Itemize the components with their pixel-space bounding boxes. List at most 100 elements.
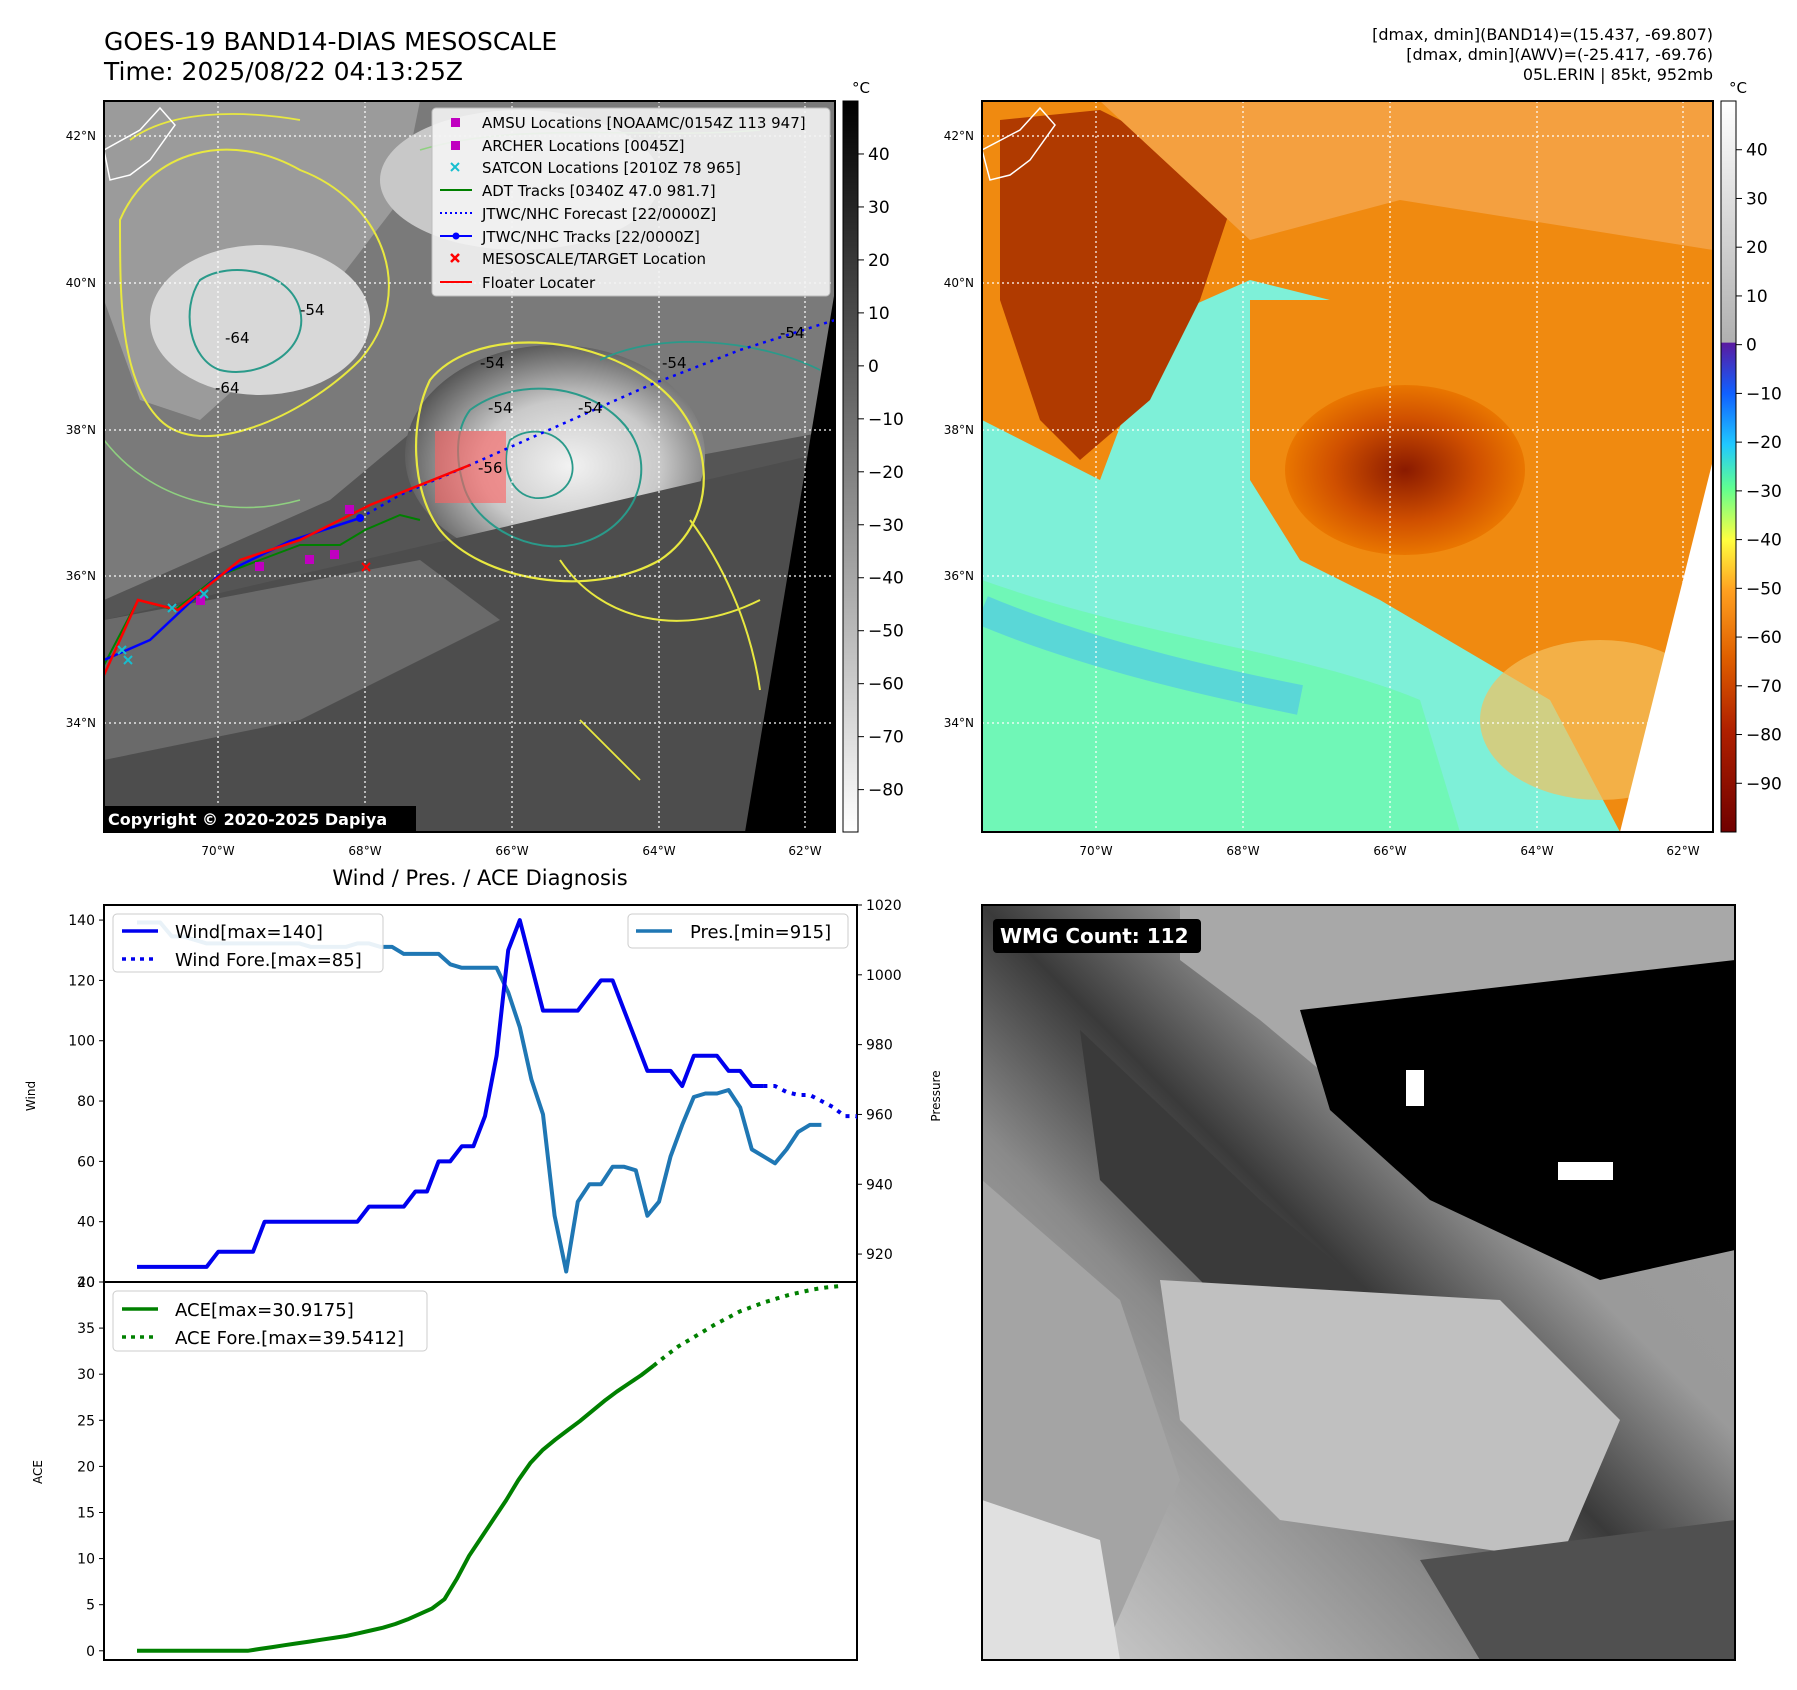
pressure-axis-label: Pressure: [929, 1070, 943, 1121]
colorbar-tick-label: 30: [868, 198, 890, 218]
colorbar-tick-label: −90: [1746, 774, 1782, 794]
ir-map-panel: -54 -64 -64 -54 -54 -54 -54 -56 -54 42°N…: [66, 100, 836, 858]
ace-tick-label: 0: [86, 1644, 95, 1660]
colorbar-tick-label: −60: [1746, 628, 1782, 648]
svg-text:42°N: 42°N: [66, 129, 96, 143]
colorbar-tick-label: −80: [868, 781, 904, 801]
pressure-tick-label: 1000: [866, 968, 902, 984]
svg-text:38°N: 38°N: [944, 423, 974, 437]
colorbar-tick-label: 10: [868, 304, 890, 324]
ace-tick-label: 40: [77, 1275, 95, 1291]
wind-tick-label: 40: [77, 1215, 95, 1231]
colorbar-tick-label: −60: [868, 675, 904, 695]
ir-lat-labels: 42°N 40°N 38°N 36°N 34°N: [66, 129, 96, 730]
ace-tick-label: 20: [77, 1459, 95, 1475]
colorbar-tick-label: −20: [868, 463, 904, 483]
color-colorbar: °C 40 30 20 10 0 −10 −20 −30 −40 −50 −60 −70 −80 −90: [1720, 79, 1782, 833]
svg-text:-54: -54: [300, 301, 325, 319]
ace-series-line: [137, 1364, 655, 1653]
ace-tick-label: 10: [77, 1552, 95, 1568]
svg-text:40°N: 40°N: [66, 276, 96, 290]
colorbar-tick-label: 10: [1746, 287, 1768, 307]
gray-colorbar-unit: °C: [852, 79, 870, 97]
svg-text:-64: -64: [225, 329, 250, 347]
wmg-bright-spot: [1558, 1162, 1613, 1180]
pressure-tick-label: 920: [866, 1247, 893, 1263]
stats-band14: [dmax, dmin](BAND14)=(15.437, -69.807): [1372, 25, 1713, 44]
target-marker: [361, 562, 371, 572]
colorbar-tick-label: 20: [1746, 238, 1768, 258]
colorbar-tick-label: −80: [1746, 726, 1782, 746]
pressure-tick-label: 940: [866, 1177, 893, 1193]
svg-text:-56: -56: [478, 459, 503, 477]
legend-item: SATCON Locations [2010Z 78 965]: [482, 159, 741, 177]
stats-storm: 05L.ERIN | 85kt, 952mb: [1523, 65, 1713, 84]
color-lat-labels: 42°N 40°N 38°N 36°N 34°N: [944, 129, 974, 730]
colorbar-tick-label: −70: [1746, 677, 1782, 697]
copyright-text: Copyright © 2020-2025 Dapiya: [108, 810, 387, 829]
stats-awv: [dmax, dmin](AWV)=(-25.417, -69.76): [1406, 45, 1713, 64]
colorbar-tick-label: −30: [868, 516, 904, 536]
svg-text:62°W: 62°W: [788, 844, 821, 858]
svg-text:42°N: 42°N: [944, 129, 974, 143]
legend-item: ARCHER Locations [0045Z]: [482, 137, 685, 155]
wind-tick-label: 60: [77, 1154, 95, 1170]
ir-lon-labels: 70°W 68°W 66°W 64°W 62°W: [201, 844, 821, 858]
colorbar-tick-label: −70: [868, 728, 904, 748]
wind-legend: Wind[max=140] Wind Fore.[max=85] Pres.[m…: [112, 913, 849, 973]
legend-pres-label: Pres.[min=915]: [690, 922, 831, 943]
ace-axis-label: ACE: [31, 1460, 45, 1484]
svg-text:-54: -54: [662, 354, 687, 372]
legend-satcon-icon: [450, 162, 460, 172]
pressure-tick-label: 980: [866, 1038, 893, 1054]
svg-text:40°N: 40°N: [944, 276, 974, 290]
colorbar-tick-label: −20: [1746, 433, 1782, 453]
wind-pressure-panel: Wind / Pres. / ACE Diagnosis Wind Pressu…: [24, 866, 943, 1291]
svg-text:34°N: 34°N: [66, 716, 96, 730]
ace-tick-label: 15: [77, 1505, 95, 1521]
colorbar-tick-label: −50: [1746, 579, 1782, 599]
svg-text:38°N: 38°N: [66, 423, 96, 437]
color-imagery: [982, 101, 1713, 832]
floater-track-line: [104, 463, 471, 676]
gray-colorbar: °C 40 30 20 10 0 −10 −20 −30 −40 −50 −60 −70 −80: [842, 79, 904, 833]
figure-time: Time: 2025/08/22 04:13:25Z: [103, 57, 463, 86]
svg-text:-64: -64: [215, 379, 240, 397]
ace-panel: ACE 0 5 10 15 20 25 30 35 40 ACE[max=30.9175] AC…: [31, 1275, 858, 1661]
legend-wind-fore-label: Wind Fore.[max=85]: [175, 950, 362, 971]
svg-text:70°W: 70°W: [201, 844, 234, 858]
wmg-count-box: [993, 919, 1201, 953]
legend-target-icon: [450, 253, 460, 263]
colorbar-tick-label: −40: [1746, 531, 1782, 551]
colorbar-tick-label: −50: [868, 622, 904, 642]
satcon-markers: [117, 589, 209, 665]
colorbar-tick-label: 40: [868, 145, 890, 165]
wind-tick-label: 80: [77, 1094, 95, 1110]
svg-text:-54: -54: [780, 324, 805, 342]
colorbar-tick-label: −40: [868, 569, 904, 589]
copyright-box: [104, 806, 416, 832]
legend-item: Floater Locater: [482, 274, 596, 292]
contour-labels: -54 -64 -64 -54 -54 -54 -54 -56 -54: [215, 301, 805, 477]
svg-text:70°W: 70°W: [1079, 844, 1112, 858]
colorbar-tick-label: −30: [1746, 482, 1782, 502]
legend-item: ADT Tracks [0340Z 47.0 981.7]: [482, 182, 716, 200]
wind-tick-label: 120: [68, 973, 95, 989]
colorbar-tick-label: 0: [868, 357, 879, 377]
colorbar-tick-label: 0: [1746, 336, 1757, 356]
colorbar-tick-label: 30: [1746, 189, 1768, 209]
svg-text:66°W: 66°W: [1373, 844, 1406, 858]
ace-tick-label: 35: [77, 1321, 95, 1337]
color-lon-labels: 70°W 68°W 66°W 64°W 62°W: [1079, 844, 1699, 858]
legend-amsu-icon: [451, 118, 460, 127]
figure-title: GOES-19 BAND14-DIAS MESOSCALE: [104, 27, 557, 56]
svg-text:68°W: 68°W: [1226, 844, 1259, 858]
diagnosis-title: Wind / Pres. / ACE Diagnosis: [332, 866, 627, 890]
wmg-bright-spot: [1406, 1070, 1424, 1106]
wind-series-line: [137, 918, 764, 1269]
ace-tick-label: 5: [86, 1598, 95, 1614]
svg-text:36°N: 36°N: [66, 569, 96, 583]
legend-ace-label: ACE[max=30.9175]: [175, 1300, 354, 1321]
ace-tick-label: 25: [77, 1413, 95, 1429]
svg-text:64°W: 64°W: [1520, 844, 1553, 858]
